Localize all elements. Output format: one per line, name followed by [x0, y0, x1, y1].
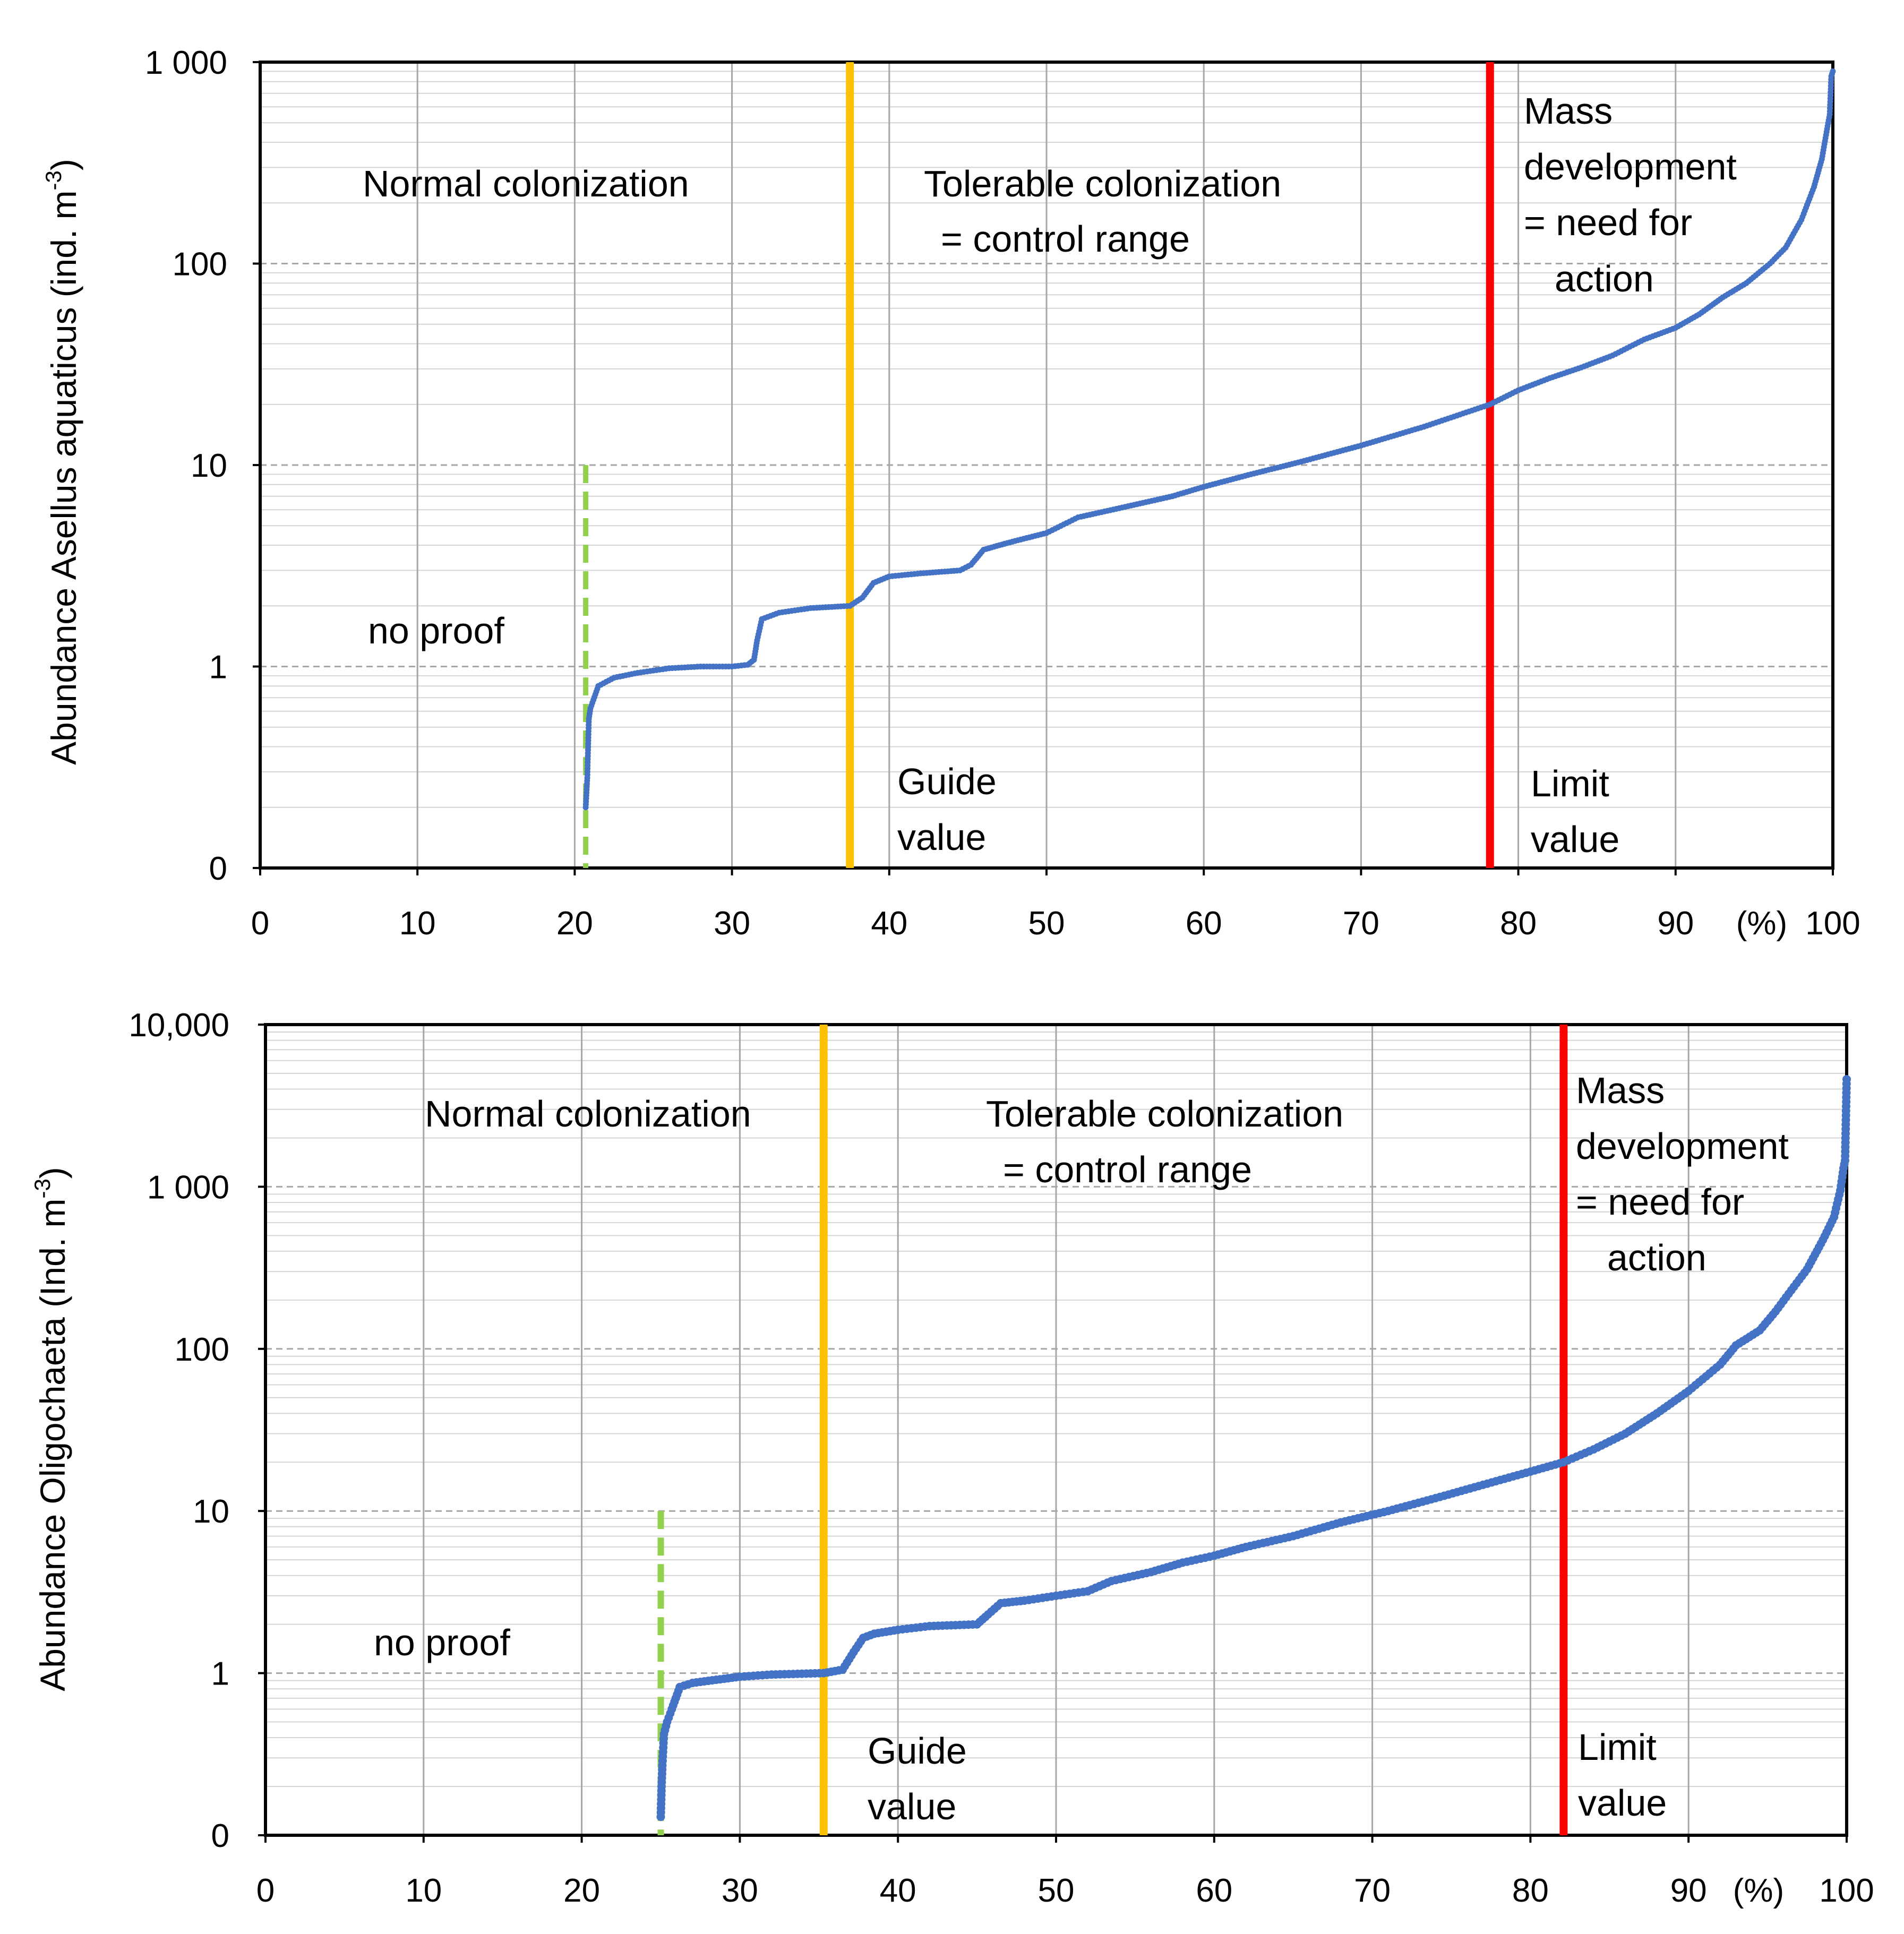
chart-oligochaeta-label-tolerable-2: = control range: [1003, 1149, 1252, 1190]
chart-oligochaeta-x-tick-label: 100: [1819, 1872, 1874, 1909]
chart-oligochaeta-y-tick-label: 10: [193, 1493, 229, 1530]
chart-asellus-y-tick-label: 1: [209, 649, 227, 686]
chart-asellus-label-limit-2: value: [1531, 819, 1619, 860]
chart-oligochaeta-label-guide-1: Guide: [868, 1730, 967, 1772]
chart-oligochaeta-y-axis-title: Abundance Oligochaeta (Ind. m-3): [30, 1167, 72, 1691]
chart-oligochaeta-label-mass-2: development: [1576, 1125, 1789, 1167]
chart-asellus-grid: [259, 61, 1834, 869]
chart-asellus-y-tick-label: 10: [191, 448, 227, 484]
chart-asellus-label-tolerable-1: Tolerable colonization: [924, 163, 1281, 204]
chart-asellus-label-mass-3: = need for: [1524, 202, 1692, 243]
chart-oligochaeta-label-guide-2: value: [868, 1786, 956, 1827]
chart-oligochaeta-x-tick-label: 80: [1512, 1872, 1549, 1909]
chart-oligochaeta-x-unit: (%): [1733, 1872, 1784, 1909]
chart-asellus-label-mass-2: development: [1524, 146, 1737, 187]
chart-asellus-x-tick-label: 70: [1343, 905, 1379, 942]
chart-oligochaeta-label-mass-3: = need for: [1576, 1181, 1744, 1223]
chart-oligochaeta-reference-lines: [657, 1025, 1568, 1835]
chart-oligochaeta-x-tick-label: 70: [1354, 1872, 1391, 1909]
chart-oligochaeta-x-tick-label: 40: [880, 1872, 916, 1909]
chart-oligochaeta-x-axis: 0 10 20 30 40 50 60 70 80 90 100: [256, 1835, 1874, 1909]
chart-asellus-x-tick-label: 10: [399, 905, 436, 942]
chart-asellus-x-tick-label: 0: [251, 905, 269, 942]
chart-asellus-label-guide-2: value: [897, 816, 986, 858]
chart-oligochaeta-x-tick-label: 20: [563, 1872, 600, 1909]
chart-asellus-x-tick-label: 90: [1657, 905, 1694, 942]
chart-asellus-x-tick-label: 40: [871, 905, 907, 942]
chart-oligochaeta-label-limit-2: value: [1578, 1782, 1667, 1824]
chart-asellus-x-tick-label: 30: [714, 905, 750, 942]
chart-asellus-y-tick-label: 1 000: [145, 45, 227, 81]
chart-oligochaeta-label-tolerable-1: Tolerable colonization: [986, 1093, 1343, 1134]
chart-oligochaeta-label-mass-1: Mass: [1576, 1070, 1665, 1111]
chart-asellus-y-axis: 0 1 10 100 1 000: [145, 45, 260, 887]
chart-oligochaeta-x-tick-label: 10: [405, 1872, 442, 1909]
chart-oligochaeta-y-tick-label: 100: [175, 1331, 229, 1368]
chart-asellus-x-tick-label: 60: [1186, 905, 1222, 942]
chart-oligochaeta-x-tick-label: 0: [256, 1872, 275, 1909]
chart-oligochaeta-label-limit-1: Limit: [1578, 1726, 1657, 1768]
chart-asellus-y-tick-label: 100: [173, 246, 227, 283]
chart-asellus-x-tick-label: 50: [1028, 905, 1065, 942]
chart-asellus-x-tick-label: 80: [1500, 905, 1537, 942]
chart-asellus-label-guide-1: Guide: [897, 761, 997, 802]
chart-asellus-series: [582, 68, 1836, 811]
chart-oligochaeta-label-normal: Normal colonization: [425, 1093, 751, 1134]
chart-oligochaeta-series: [656, 1075, 1851, 1821]
chart-asellus-label-limit-1: Limit: [1531, 763, 1609, 804]
chart-asellus-data-point: [1830, 68, 1836, 74]
chart-oligochaeta-data-point: [1842, 1075, 1851, 1084]
chart-asellus-y-tick-label: 0: [209, 850, 227, 887]
chart-asellus-x-tick-label: 100: [1805, 905, 1860, 942]
chart-asellus-y-axis-title: Abundance Asellus aquaticus (ind. m-3): [41, 159, 83, 765]
chart-asellus-x-tick-label: 20: [556, 905, 593, 942]
chart-oligochaeta-label-no-proof: no proof: [374, 1622, 510, 1663]
chart-asellus-label-mass-1: Mass: [1524, 90, 1613, 132]
chart-asellus-label-mass-4: action: [1555, 258, 1654, 299]
chart-asellus-x-axis: 0 10 20 30 40 50 60 70 80 90 100: [251, 868, 1860, 942]
chart-oligochaeta-y-tick-label: 10,000: [128, 1007, 229, 1044]
chart-oligochaeta-x-tick-label: 90: [1670, 1872, 1707, 1909]
chart-oligochaeta-x-tick-label: 30: [722, 1872, 758, 1909]
chart-oligochaeta-y-tick-label: 1: [211, 1656, 229, 1692]
chart-oligochaeta-y-tick-label: 1 000: [147, 1169, 229, 1206]
chart-oligochaeta-x-tick-label: 50: [1038, 1872, 1075, 1909]
chart-oligochaeta-y-axis: 0 1 10 100 1 000 10,000: [128, 1007, 265, 1854]
chart-oligochaeta-x-tick-label: 60: [1196, 1872, 1232, 1909]
chart-oligochaeta-y-tick-label: 0: [211, 1818, 229, 1854]
chart-asellus-x-unit: (%): [1736, 905, 1787, 942]
chart-asellus-label-normal: Normal colonization: [363, 163, 689, 204]
chart-oligochaeta-label-mass-4: action: [1607, 1237, 1706, 1278]
chart-asellus-label-no-proof: no proof: [368, 610, 504, 651]
chart-asellus-label-tolerable-2: = control range: [941, 218, 1190, 260]
chart-oligochaeta: 0 10 20 30 40 50 60 70 80 90 100 0 1 10 100 1 000 10,00…: [30, 1007, 1874, 1909]
